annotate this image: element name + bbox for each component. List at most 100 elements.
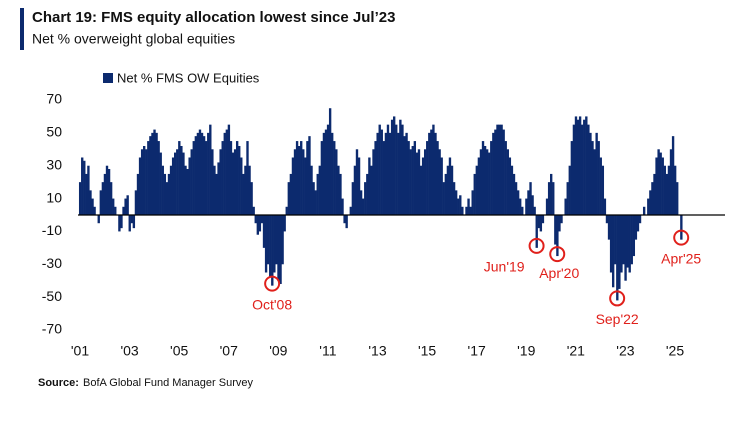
bar [426,141,429,215]
bar [143,146,146,215]
bar [240,157,243,215]
y-tick-label: 70 [46,91,62,107]
bar [374,141,377,215]
bar [500,124,503,215]
bar [167,173,171,215]
bar [318,165,321,215]
bar [246,141,249,215]
bar [492,132,495,215]
bar [618,215,621,289]
bar [163,173,167,215]
bar [81,157,84,215]
bar [680,215,683,240]
bar [502,129,505,215]
bar [626,215,629,268]
bar [362,198,365,215]
bar [580,124,584,215]
bar [457,198,460,215]
bar [566,182,569,215]
bar [219,149,222,215]
bar [620,215,623,273]
bar [576,119,580,215]
bar [140,149,144,215]
bar [223,132,226,215]
bar [642,206,646,215]
bar [231,152,235,215]
bar [459,195,462,215]
bar [333,141,336,215]
bar [545,198,549,215]
bar [483,146,487,215]
bar [87,165,90,215]
bar [611,215,615,288]
bar [93,206,96,215]
bar [531,195,534,215]
bar [411,146,414,215]
bar [469,206,472,215]
bar [519,198,522,215]
bar [89,190,92,215]
bar [186,169,189,215]
bar [174,152,177,215]
bar [279,215,282,284]
bar [316,173,319,215]
bar [83,160,86,215]
y-tick-label: -30 [42,255,62,271]
bar [574,116,578,215]
bar [269,215,272,278]
annotation-label: Oct'08 [252,296,292,312]
x-tick-label: '19 [517,343,535,359]
bar [324,129,328,215]
chart-title: Chart 19: FMS equity allocation lowest s… [32,9,395,26]
bar [359,190,363,215]
bar [382,141,386,215]
bar [494,129,497,215]
bar [415,152,419,215]
bar [355,149,359,215]
bar [601,165,605,215]
bar [676,182,679,215]
bar [397,132,400,215]
x-tick-label: '07 [220,343,238,359]
bar [583,119,586,215]
bar [118,215,121,232]
bar [554,215,557,245]
bar [560,215,563,224]
bar [130,215,133,224]
bar [271,215,274,286]
bar [471,190,474,215]
bar [114,206,117,215]
bar [122,206,125,215]
x-tick-label: '23 [616,343,634,359]
bar [376,132,379,215]
bar [593,149,596,215]
bar [335,149,338,215]
bar [490,141,493,215]
bar [442,182,445,215]
annotation-circle [264,275,281,292]
bar [217,162,220,215]
bar [390,119,394,215]
bar [372,149,375,215]
bar [663,165,667,215]
bar [638,215,642,224]
annotation-circle [528,237,545,254]
bar [616,215,619,301]
bar [281,215,284,265]
bar [209,124,212,215]
bar [380,129,383,215]
bar [266,215,270,265]
legend-swatch [103,73,113,83]
bar [508,157,512,215]
x-tick-label: '11 [319,343,336,359]
bar [248,165,251,215]
bar [395,124,398,215]
bar [91,198,94,215]
bar [510,165,514,215]
bar [607,215,611,240]
bar [235,141,239,215]
bar [504,141,507,215]
bar [196,132,200,215]
bar [479,149,483,215]
bar [595,132,598,215]
